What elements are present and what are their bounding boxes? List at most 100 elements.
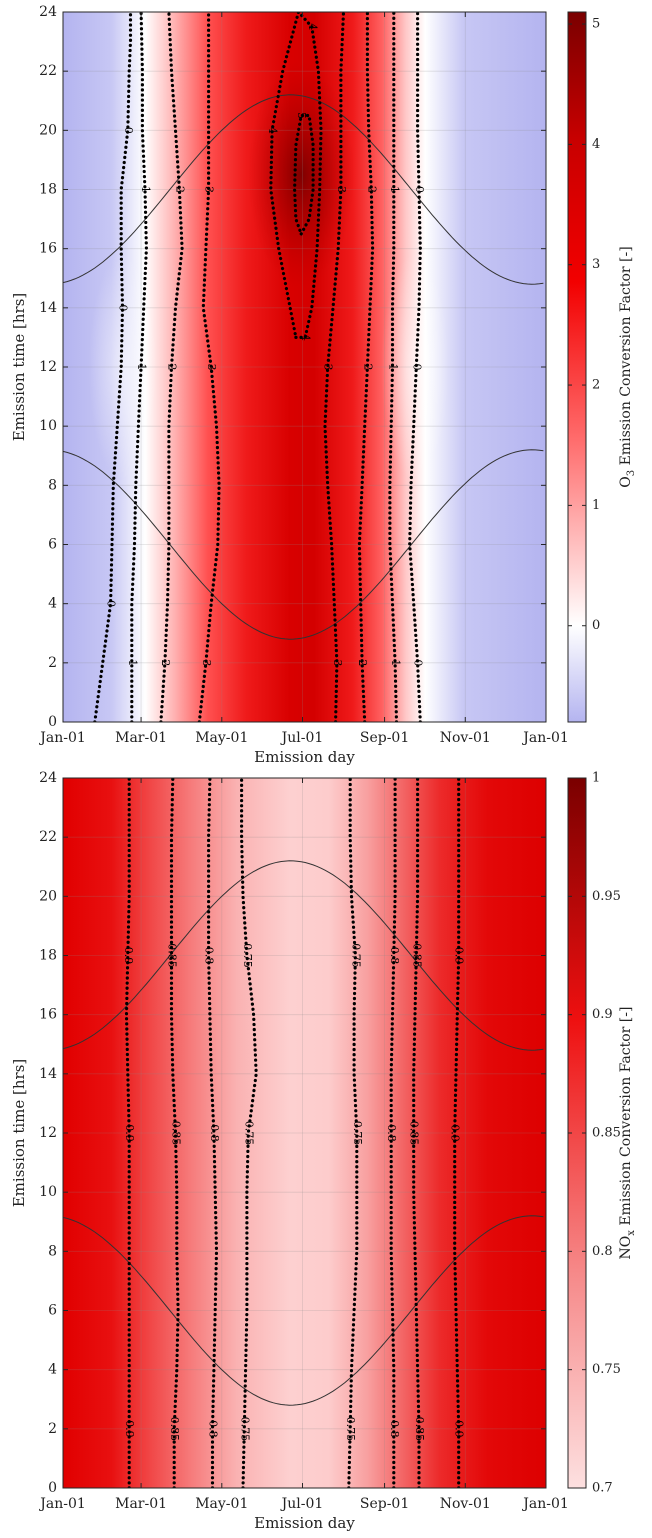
x-tick-label: Nov-01 [440,730,491,746]
colorbar-tick-label: 4 [592,137,600,152]
daylight-curves [63,94,544,640]
contour-label: 0.75 [344,1417,357,1442]
contour-line [93,12,133,722]
heatmap-shade-right [381,253,449,481]
contour-label: 1 [389,659,402,666]
contour-label: 0 [412,659,425,666]
contour-label: 2 [159,659,172,666]
y-tick-label: 24 [39,4,57,20]
contour-line [130,12,149,722]
x-tick-label: Jul-01 [280,1496,324,1512]
y-tick-label: 6 [48,1303,57,1319]
contour-label: 0.9 [122,947,135,965]
contour-label: 0.9 [123,1124,136,1142]
colorbar-label-sub: 3 [626,470,637,476]
contour-label: 2 [356,659,369,666]
heatmap-field [63,778,546,1488]
colorbar-tick-label: 0 [592,618,600,633]
contour-label: 4 [299,334,312,341]
colorbar-tick-label: 5 [592,17,600,32]
contour-label: 3 [322,364,335,371]
colorbar-label-rest: Emission Conversion Factor [-] [618,246,634,470]
colorbar-tick-label: 0.75 [592,1362,621,1377]
y-tick-label: 4 [48,596,57,612]
colorbar-tick-label: 1 [592,498,600,513]
contour-label: 0.8 [203,947,216,965]
x-axis-label: Emission day [254,748,355,766]
colorbar-label: NOx Emission Conversion Factor [-] [618,1007,637,1260]
x-axis-label: Emission day [254,1514,355,1532]
contour-label: 0.8 [385,1124,398,1142]
y-tick-label: 14 [39,1066,57,1082]
contour-label: 3 [205,364,218,371]
y-axis-label: Emission time [hrs] [10,293,28,442]
sunrise-curve [63,449,544,640]
y-tick-label: 6 [48,537,57,553]
colorbar-tick-label: 3 [592,257,600,272]
contour-label: 0.9 [453,947,466,965]
contour-label: 0.85 [413,1417,426,1442]
contour-line [159,12,184,722]
y-axis-label: Emission time [hrs] [10,1059,28,1208]
contour-label: 1 [135,364,148,371]
contour-line [269,12,323,339]
colorbar-label-main: O [618,476,634,487]
contour-line [357,12,375,722]
nox-panel: 0.90.90.90.850.850.850.80.80.80.750.750.… [10,770,637,1532]
contour-label: 0.9 [449,1124,462,1142]
contour-label: 0.9 [123,1420,136,1438]
colorbar-tick-label: 0.85 [592,1126,621,1141]
x-tick-label: Mar-01 [115,730,167,746]
contour-label: 5 [295,112,308,119]
contour-label: 2 [365,186,378,193]
contour-line [453,778,461,1488]
contour-line [207,778,219,1488]
contour-line [408,12,422,722]
y-tick-label: 8 [48,1243,57,1259]
sunset-curve [63,94,544,285]
x-tick-label: Jan-01 [521,730,569,746]
contour-label: 0.75 [242,1121,255,1146]
colorbar-ramp [567,11,587,723]
grid [62,777,547,1489]
contour-label: 0 [413,186,426,193]
colorbar-label-main: NO [618,1236,634,1260]
colorbar-label-sub: x [626,1230,637,1236]
x-tick-label: May-01 [195,1496,248,1512]
colorbar-label: O3 Emission Conversion Factor [-] [618,246,637,487]
x-tick-label: Sep-01 [360,730,409,746]
x-tick-label: Jan-01 [38,1496,86,1512]
y-tick-label: 2 [48,1421,57,1437]
contour-label: 0.85 [169,1121,182,1146]
contour-label: 3 [203,186,216,193]
contour-line [412,778,421,1488]
y-tick-label: 16 [39,241,57,257]
contour-line [169,778,180,1488]
contour-label: 2 [361,364,374,371]
x-tick-label: Jan-01 [38,730,86,746]
contour-label: 1 [126,659,139,666]
contour-label: 0.8 [207,1420,220,1438]
contour-label: 0 [410,364,423,371]
contour-line [388,12,399,722]
contour-label: 2 [166,364,179,371]
contour-label: 0.75 [351,1121,364,1146]
contour-line [323,12,346,722]
x-tick-label: Sep-01 [360,1496,409,1512]
x-tick-label: Nov-01 [440,1496,491,1512]
x-tick-label: May-01 [195,730,248,746]
x-tick-label: Mar-01 [115,1496,167,1512]
contour-label: 0 [122,127,135,134]
contour-line [197,12,221,722]
contour-label: 0.9 [453,1420,466,1438]
contour-label: 2 [173,186,186,193]
colorbar: 0.7 0.75 0.8 0.85 0.9 0.95 1 NOx Emission Conve… [567,771,637,1496]
contour-label: 4 [306,23,319,30]
y-tick-label: 16 [39,1007,57,1023]
x-tick-label: Jan-01 [521,1496,569,1512]
y-tick-label: 12 [39,1125,57,1141]
contour-line [292,113,315,236]
